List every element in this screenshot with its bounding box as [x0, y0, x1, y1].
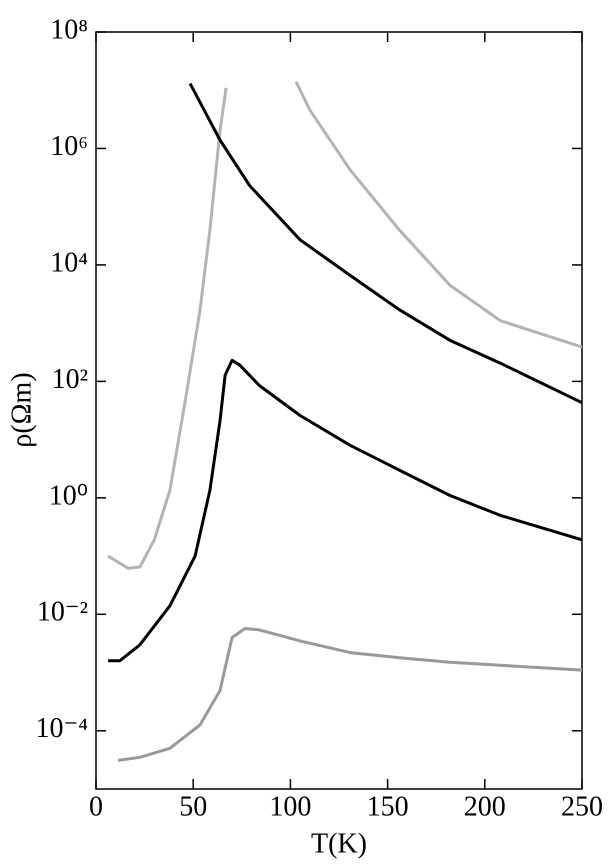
- x-axis-title: T(K): [311, 828, 367, 859]
- series-line: [117, 627, 583, 762]
- x-tick-label: 200: [464, 791, 506, 822]
- y-axis-title: ρ(Ωm): [6, 372, 37, 447]
- x-tick-label: 50: [179, 791, 207, 822]
- y-tick-label: 10⁻⁴: [35, 713, 88, 744]
- x-tick-label: 250: [561, 791, 603, 822]
- y-tick-label: 10⁶: [50, 131, 88, 162]
- x-tick-label: 150: [367, 791, 409, 822]
- series-line: [108, 358, 583, 663]
- x-tick-label: 100: [269, 791, 311, 822]
- y-tick-label: 10⁸: [50, 14, 88, 45]
- plot-frame: [95, 31, 583, 790]
- y-tick-label: 10⁻²: [37, 597, 88, 628]
- series-line: [188, 82, 583, 405]
- y-tick-label: 10⁴: [50, 247, 88, 278]
- y-tick-label: 10²: [52, 364, 88, 395]
- y-tick-label: 10⁰: [49, 480, 88, 511]
- x-tick-label: 0: [89, 791, 103, 822]
- series-line: [294, 81, 583, 349]
- series-line: [107, 87, 228, 570]
